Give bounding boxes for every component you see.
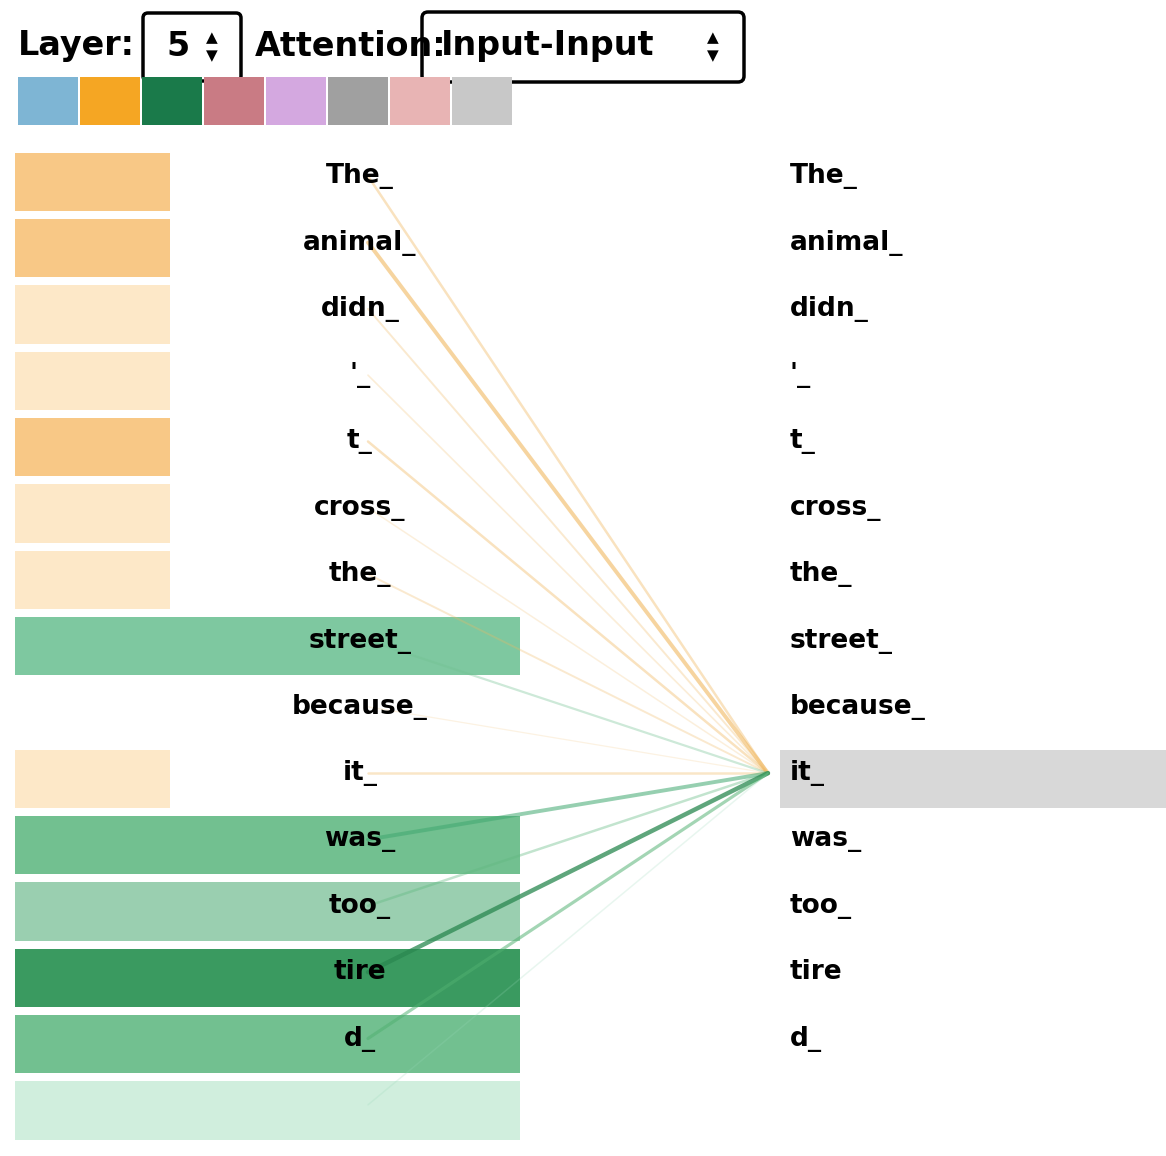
Text: because_: because_ (791, 694, 926, 720)
Bar (15, 484, 170, 542)
Text: t_: t_ (347, 429, 373, 454)
FancyBboxPatch shape (143, 13, 241, 81)
Text: street_: street_ (309, 628, 412, 653)
Text: the_: the_ (791, 561, 852, 587)
Bar (80, 77, 140, 125)
Bar (17, 77, 78, 125)
Text: didn_: didn_ (791, 296, 869, 321)
Text: '_: '_ (791, 362, 812, 388)
Text: ▲: ▲ (206, 30, 218, 45)
Bar (328, 77, 388, 125)
FancyBboxPatch shape (422, 12, 744, 82)
Bar (15, 1081, 520, 1140)
Bar (15, 418, 170, 476)
Bar (15, 882, 520, 941)
Bar (15, 617, 520, 675)
Bar (15, 153, 170, 212)
Bar (780, 749, 1166, 808)
Text: Layer:: Layer: (17, 30, 135, 62)
Text: '_: '_ (350, 362, 371, 388)
Bar (15, 351, 170, 410)
Bar (15, 816, 170, 874)
Bar (15, 286, 170, 343)
Text: ▼: ▼ (206, 49, 218, 64)
Text: it_: it_ (791, 761, 826, 786)
Text: Input-Input: Input-Input (441, 30, 655, 62)
Text: ▼: ▼ (707, 49, 719, 64)
Bar (15, 1015, 170, 1073)
Bar (15, 1081, 170, 1140)
Bar (15, 816, 520, 874)
Text: too_: too_ (791, 892, 852, 919)
Bar (15, 749, 170, 808)
Bar (204, 77, 264, 125)
Bar (15, 949, 520, 1007)
Text: t_: t_ (791, 429, 816, 454)
Text: cross_: cross_ (791, 495, 881, 521)
Text: Attention:: Attention: (255, 30, 447, 62)
Text: didn_: didn_ (321, 296, 400, 321)
Text: was_: was_ (791, 827, 862, 852)
Text: animal_: animal_ (303, 230, 416, 255)
Bar (266, 77, 326, 125)
Text: animal_: animal_ (791, 230, 904, 255)
Bar (15, 617, 170, 675)
Bar (15, 949, 170, 1007)
Text: d_: d_ (344, 1025, 377, 1052)
Bar (142, 77, 202, 125)
Text: the_: the_ (329, 561, 392, 587)
Text: tire: tire (791, 959, 843, 985)
Bar (389, 77, 450, 125)
Text: The_: The_ (791, 163, 858, 190)
Bar (452, 77, 512, 125)
Text: ▲: ▲ (707, 30, 719, 45)
Text: 5: 5 (167, 30, 190, 62)
Text: street_: street_ (791, 628, 893, 653)
Bar (15, 882, 170, 941)
Text: d_: d_ (791, 1025, 822, 1052)
Text: cross_: cross_ (315, 495, 406, 521)
Bar (15, 218, 170, 277)
Text: it_: it_ (343, 761, 378, 786)
Text: because_: because_ (292, 694, 428, 720)
Text: tire: tire (333, 959, 386, 985)
Text: The_: The_ (326, 163, 394, 190)
Bar (15, 550, 170, 609)
Text: was_: was_ (324, 827, 395, 852)
Bar (15, 1015, 520, 1073)
Text: too_: too_ (329, 892, 391, 919)
